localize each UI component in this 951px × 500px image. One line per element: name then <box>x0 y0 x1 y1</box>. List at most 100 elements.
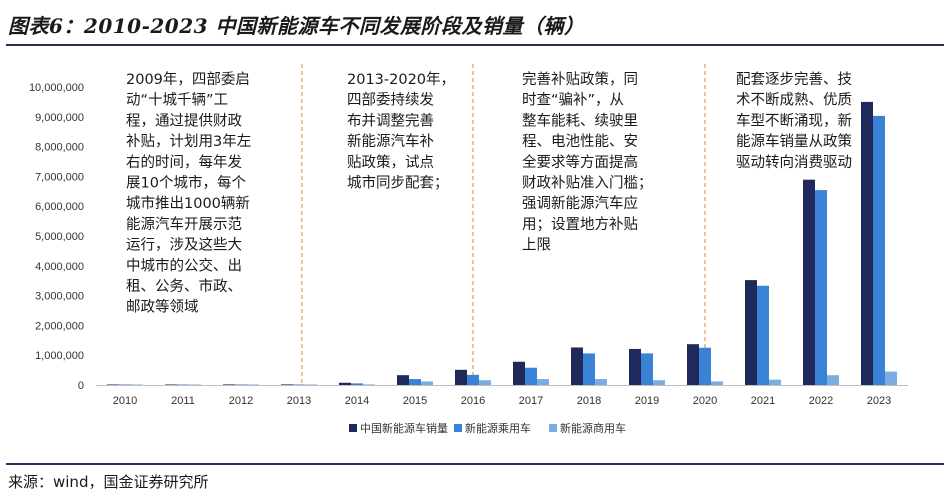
x-tick-label: 2020 <box>693 395 717 407</box>
bar-3 <box>537 379 549 385</box>
bar-2 <box>467 374 479 385</box>
bar-3 <box>363 384 375 385</box>
y-tick-label: 7,000,000 <box>35 171 84 183</box>
bar-2 <box>177 384 189 385</box>
bar-1 <box>107 384 119 385</box>
x-axis: 2010 2011 2012 2013 2014 2015 2016 2017 2018 2019… <box>113 395 891 407</box>
bar-2 <box>351 383 363 385</box>
stage-note-line: 财政补贴准入门槛； <box>522 175 653 192</box>
bar-1 <box>165 384 177 385</box>
bar-3 <box>421 381 433 385</box>
stage-note-line: 运行，涉及这些大 <box>126 237 242 254</box>
title-rule <box>6 44 944 46</box>
bar-3 <box>189 384 201 385</box>
stage-note-line: 新能源汽车补 <box>347 133 434 150</box>
bar-1 <box>803 179 815 385</box>
stage-note-line: 时查“骗补”，从 <box>522 92 624 109</box>
bar-1 <box>455 369 467 385</box>
bar-3 <box>769 379 781 385</box>
y-tick-label: 5,000,000 <box>35 231 84 243</box>
stage-note-line: 租、公务、市政、 <box>126 278 242 295</box>
stage-note-line: 能源车销量从政策 <box>736 133 852 150</box>
x-tick-label: 2015 <box>403 395 427 407</box>
bar-1 <box>861 101 873 386</box>
x-tick-label: 2014 <box>345 395 369 407</box>
stage-note-line: 2013-2020年， <box>347 71 455 88</box>
bar-3 <box>247 384 259 385</box>
x-tick-label: 2022 <box>809 395 833 407</box>
y-tick-label: 8,000,000 <box>35 142 84 154</box>
bar-3 <box>711 381 723 385</box>
legend-swatch <box>549 424 557 432</box>
stage-note: 2009年，四部委启动“十城千辆”工程，通过提供财政补贴，计划用3年左右的时间，… <box>126 71 251 316</box>
stage-note-line: 四部委持续发 <box>347 92 434 109</box>
stage-note-line: 上限 <box>522 237 551 254</box>
sales-bar-chart: 0 1,000,000 2,000,000 3,000,000 4,000,000 5,0… <box>29 64 908 435</box>
y-tick-label: 4,000,000 <box>35 261 84 273</box>
stage-note-line: 2009年，四部委启 <box>126 71 250 88</box>
x-tick-label: 2019 <box>635 395 659 407</box>
stage-note-line: 程、电池性能、安 <box>522 133 638 150</box>
stage-dividers <box>301 64 706 385</box>
bar-2 <box>235 384 247 385</box>
bar-1 <box>745 280 757 385</box>
bar-1 <box>687 344 699 385</box>
stage-note-line: 程，通过提供财政 <box>126 112 242 129</box>
stage-note-line: 能源汽车开展示范 <box>126 216 242 233</box>
y-tick-label: 2,000,000 <box>35 320 84 332</box>
bar-2 <box>293 384 305 385</box>
y-tick-label: 9,000,000 <box>35 112 84 124</box>
x-tick-label: 2016 <box>461 395 485 407</box>
bar-2 <box>699 347 711 385</box>
figure-title: 图表6：2010-2023 中国新能源车不同发展阶段及销量（辆） <box>8 14 585 38</box>
bar-3 <box>653 380 665 385</box>
y-tick-label: 10,000,000 <box>29 82 84 94</box>
stage-note-line: 整车能耗、续驶里 <box>522 112 638 129</box>
bar-1 <box>339 382 351 385</box>
x-tick-label: 2018 <box>577 395 601 407</box>
stage-note-line: 贴政策，试点 <box>347 154 434 171</box>
stage-note-line: 强调新能源汽车应 <box>522 194 638 212</box>
stage-note-line: 用；设置地方补贴 <box>522 216 638 233</box>
bar-2 <box>757 285 769 385</box>
stage-note-line: 城市推出1000辆新 <box>126 195 250 212</box>
bar-3 <box>885 371 897 385</box>
x-tick-label: 2017 <box>519 395 543 407</box>
y-tick-label: 1,000,000 <box>35 350 84 362</box>
bar-1 <box>281 384 293 385</box>
y-tick-label: 0 <box>78 380 84 392</box>
y-tick-label: 3,000,000 <box>35 291 84 303</box>
stage-note-line: 中城市的公交、出 <box>126 256 242 274</box>
y-axis: 0 1,000,000 2,000,000 3,000,000 4,000,000 5,0… <box>29 82 84 392</box>
bar-2 <box>641 353 653 385</box>
stage-note-line: 术不断成熟、优质 <box>736 92 852 109</box>
bar-3 <box>131 384 143 385</box>
bar-3 <box>479 380 491 385</box>
bar-2 <box>873 115 885 385</box>
legend-label: 新能源商用车 <box>560 421 626 435</box>
bar-2 <box>119 384 131 385</box>
bar-2 <box>583 353 595 385</box>
legend-swatch <box>349 424 357 432</box>
x-tick-label: 2023 <box>867 395 891 407</box>
stage-note-line: 右的时间，每年发 <box>126 154 242 171</box>
legend-label: 中国新能源车销量 <box>360 421 448 435</box>
x-tick-label: 2021 <box>751 395 775 407</box>
bar-3 <box>595 379 607 385</box>
stage-note-line: 补贴，计划用3年左 <box>126 133 251 150</box>
stage-note: 完善补贴政策，同时查“骗补”，从整车能耗、续驶里程、电池性能、安全要求等方面提高… <box>522 71 653 254</box>
footer-rule <box>6 463 944 465</box>
bar-1 <box>397 375 409 385</box>
bars <box>107 101 897 386</box>
bar-2 <box>409 379 421 385</box>
bar-1 <box>571 347 583 385</box>
bar-1 <box>513 361 525 385</box>
bar-2 <box>525 367 537 385</box>
bar-3 <box>827 375 839 385</box>
bar-3 <box>305 384 317 385</box>
y-tick-label: 6,000,000 <box>35 201 84 213</box>
stage-annotations: 2009年，四部委启动“十城千辆”工程，通过提供财政补贴，计划用3年左右的时间，… <box>126 71 852 316</box>
x-tick-label: 2011 <box>171 395 195 407</box>
source-note: 来源：wind，国金证券研究所 <box>8 473 209 491</box>
